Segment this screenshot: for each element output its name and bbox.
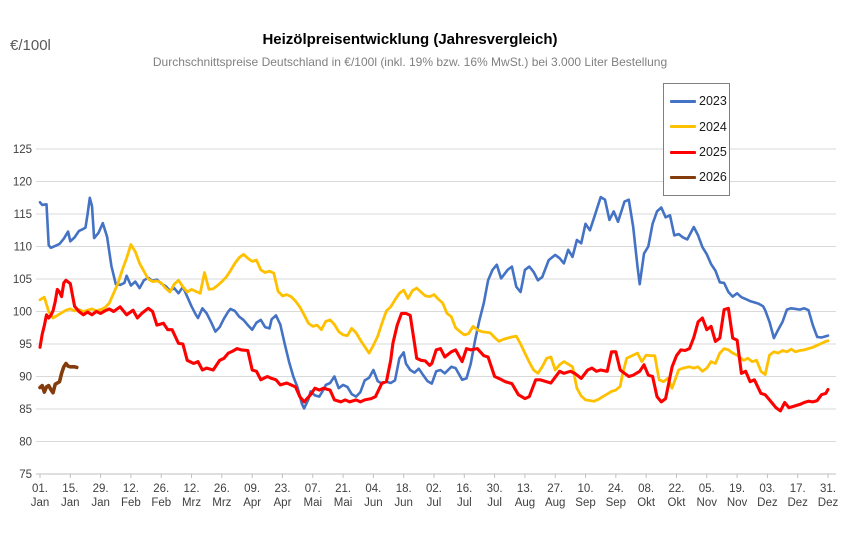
x-tick-label-day: 12.	[184, 483, 200, 495]
y-axis-unit-label: €/100l	[10, 37, 51, 54]
y-tick-label: 80	[19, 437, 32, 449]
x-tick-label-month: Feb	[151, 497, 171, 509]
x-tick-label-day: 10.	[578, 483, 594, 495]
x-tick-label-day: 23.	[274, 483, 290, 495]
y-tick-label: 90	[19, 372, 32, 384]
legend-line-swatch-2026	[670, 175, 696, 179]
x-tick-label-day: 03.	[759, 483, 775, 495]
x-tick-label-month: Mrz	[212, 497, 231, 509]
x-tick-label-month: Dez	[787, 497, 808, 509]
x-tick-label-day: 27.	[547, 483, 563, 495]
legend-line-swatch-2023	[670, 100, 696, 104]
x-tick-label-month: Okt	[668, 497, 687, 509]
x-tick-label-day: 16.	[456, 483, 472, 495]
x-tick-label-month: Sep	[575, 497, 595, 509]
x-tick-label-day: 09.	[244, 483, 260, 495]
x-tick-label-day: 01.	[32, 483, 48, 495]
x-tick-label-day: 15.	[62, 483, 78, 495]
x-tick-label-day: 30.	[487, 483, 503, 495]
series-line-2026	[38, 361, 79, 395]
x-tick-label-month: Jun	[364, 497, 383, 509]
x-tick-label-month: Mrz	[182, 497, 201, 509]
x-tick-label-month: Jul	[457, 497, 472, 509]
legend-label-2023: 2023	[699, 94, 727, 109]
y-tick-label: 120	[13, 177, 32, 189]
legend-label-2026: 2026	[699, 170, 727, 185]
x-tick-label-month: Apr	[274, 497, 292, 509]
x-tick-label-day: 05.	[699, 483, 715, 495]
x-tick-label-month: Apr	[243, 497, 261, 509]
legend-label-2024: 2024	[699, 119, 727, 134]
chart-title: Heizölpreisentwicklung (Jahresvergleich)	[262, 31, 558, 48]
series-line-2025	[38, 278, 830, 413]
x-tick-label-day: 08.	[638, 483, 654, 495]
chart-subtitle: Durchschnittspreise Deutschland in €/100…	[152, 55, 668, 69]
x-tick-label-month: Mai	[304, 497, 323, 509]
x-tick-label-day: 21.	[335, 483, 351, 495]
legend-line-swatch-2025	[670, 150, 696, 154]
legend-item-2024: 2024	[670, 121, 729, 134]
x-tick-label-day: 29.	[93, 483, 109, 495]
x-tick-label-day: 19.	[729, 483, 745, 495]
x-tick-label-month: Jul	[427, 497, 442, 509]
y-tick-label: 125	[13, 144, 32, 156]
x-tick-label-day: 17.	[790, 483, 806, 495]
y-tick-label: 115	[14, 209, 32, 221]
x-tick-label-month: Aug	[515, 497, 535, 509]
series-line-2024	[38, 243, 830, 403]
x-tick-label-day: 12.	[123, 483, 139, 495]
x-tick-label-month: Nov	[727, 497, 748, 509]
x-tick-label-month: Jan	[31, 497, 50, 509]
y-tick-label: 95	[19, 339, 32, 351]
y-tick-label: 85	[19, 404, 32, 416]
x-tick-label-day: 24.	[608, 483, 624, 495]
x-tick-label-day: 22.	[668, 483, 684, 495]
x-tick-label-day: 26.	[214, 483, 230, 495]
chart-header: Heizölpreisentwicklung (Jahresvergleich)…	[0, 0, 820, 69]
legend-item-2026: 2026	[670, 171, 729, 184]
x-tick-label-day: 07.	[305, 483, 321, 495]
legend-label-2025: 2025	[699, 144, 727, 159]
x-tick-label-day: 26.	[153, 483, 169, 495]
x-tick-label-month: Feb	[121, 497, 141, 509]
legend-item-2023: 2023	[670, 95, 729, 108]
x-tick-label-month: Aug	[545, 497, 565, 509]
x-tick-label-day: 18.	[396, 483, 412, 495]
legend-item-2025: 2025	[670, 146, 729, 159]
y-tick-label: 75	[19, 469, 32, 481]
x-tick-label-month: Okt	[637, 497, 656, 509]
x-tick-label-month: Jan	[91, 497, 110, 509]
x-tick-label-month: Jul	[487, 497, 502, 509]
x-tick-label-month: Nov	[697, 497, 718, 509]
x-tick-label-month: Jan	[61, 497, 80, 509]
x-tick-label-month: Dez	[818, 497, 839, 509]
x-tick-label-month: Mai	[334, 497, 353, 509]
x-tick-label-month: Dez	[757, 497, 778, 509]
legend-line-swatch-2024	[670, 125, 696, 129]
y-tick-label: 105	[13, 274, 32, 286]
x-tick-label-month: Jun	[394, 497, 413, 509]
x-tick-label-day: 31.	[820, 483, 836, 495]
x-tick-label-day: 02.	[426, 483, 442, 495]
x-tick-label-month: Sep	[606, 497, 626, 509]
x-tick-label-day: 13.	[517, 483, 533, 495]
chart-legend: 2023 2024 2025 2026	[663, 83, 730, 196]
y-tick-label: 100	[13, 307, 32, 319]
y-tick-label: 110	[14, 242, 32, 254]
x-tick-label-day: 04.	[365, 483, 381, 495]
